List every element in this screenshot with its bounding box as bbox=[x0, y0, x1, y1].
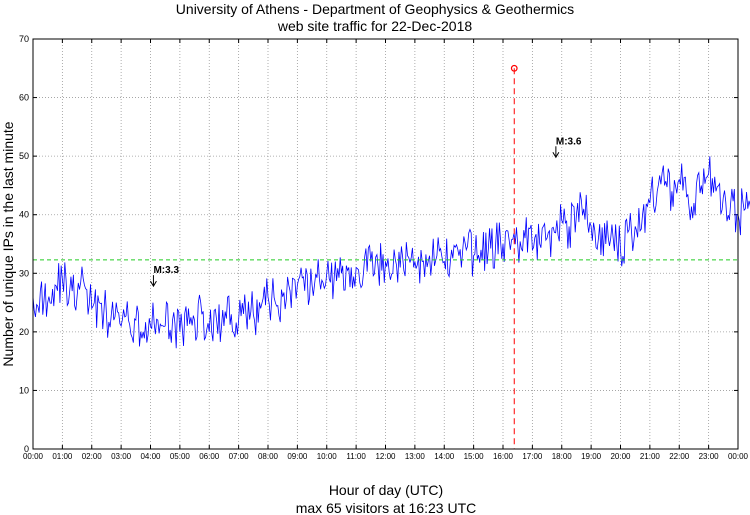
y-tick-label: 0 bbox=[24, 444, 29, 454]
x-axis-title: Hour of day (UTC) bbox=[329, 482, 443, 498]
x-tick-label: 05:00 bbox=[170, 452, 191, 461]
series-line bbox=[32, 156, 750, 349]
y-tick-label: 20 bbox=[19, 327, 29, 337]
x-tick-label: 23:00 bbox=[699, 452, 720, 461]
x-tick-label: 01:00 bbox=[52, 452, 73, 461]
y-tick-label: 30 bbox=[19, 268, 29, 278]
annotation-arrow-head bbox=[552, 152, 560, 159]
max-marker-group bbox=[510, 64, 518, 449]
annotation-label: M:3.6 bbox=[556, 136, 582, 147]
x-tick-label: 19:00 bbox=[581, 452, 602, 461]
y-axis-title: Number of unique IPs in the last minute bbox=[0, 121, 16, 366]
x-tick-label: 13:00 bbox=[405, 452, 426, 461]
x-tick-label: 15:00 bbox=[464, 452, 485, 461]
x-tick-label: 07:00 bbox=[229, 452, 250, 461]
x-tick-label: 22:00 bbox=[669, 452, 690, 461]
y-tick-label: 10 bbox=[19, 385, 29, 395]
axis-ticks: 00:00 01:00 02:00 03:00 04:00 05:00 06:00 07:00… bbox=[19, 34, 749, 461]
x-tick-label: 00:00 bbox=[23, 452, 44, 461]
x-tick-label: 18:00 bbox=[552, 452, 573, 461]
x-tick-label: 04:00 bbox=[140, 452, 161, 461]
x-tick-label: 08:00 bbox=[258, 452, 279, 461]
chart-title: University of Athens - Department of Geo… bbox=[176, 1, 574, 17]
x-tick-label: 12:00 bbox=[375, 452, 396, 461]
y-tick-label: 40 bbox=[19, 210, 29, 220]
x-tick-label: 09:00 bbox=[287, 452, 308, 461]
plot-frame bbox=[32, 38, 739, 450]
x-tick-label: 06:00 bbox=[199, 452, 220, 461]
max-point-marker bbox=[510, 64, 518, 72]
annotation-group: M:3.3 M:3.6 bbox=[150, 136, 582, 288]
annotation-label: M:3.3 bbox=[153, 265, 179, 276]
y-tick-label: 70 bbox=[19, 34, 29, 44]
y-tick-label: 50 bbox=[19, 151, 29, 161]
x-tick-label: 02:00 bbox=[82, 452, 103, 461]
caption: max 65 visitors at 16:23 UTC bbox=[296, 500, 477, 515]
x-tick-label: 03:00 bbox=[111, 452, 132, 461]
y-tick-label: 60 bbox=[19, 93, 29, 103]
x-tick-label: 20:00 bbox=[610, 452, 631, 461]
x-tick-label: 16:00 bbox=[493, 452, 514, 461]
x-tick-label: 14:00 bbox=[434, 452, 455, 461]
x-tick-label: 17:00 bbox=[522, 452, 543, 461]
series-layer bbox=[32, 156, 750, 349]
annotation-arrow-head bbox=[150, 280, 157, 288]
x-tick-label: 00:00 bbox=[728, 452, 749, 461]
x-tick-label: 21:00 bbox=[640, 452, 661, 461]
x-tick-label: 11:00 bbox=[346, 452, 366, 461]
chart-subtitle: web site traffic for 22-Dec-2018 bbox=[277, 18, 472, 34]
x-tick-label: 10:00 bbox=[317, 452, 338, 461]
